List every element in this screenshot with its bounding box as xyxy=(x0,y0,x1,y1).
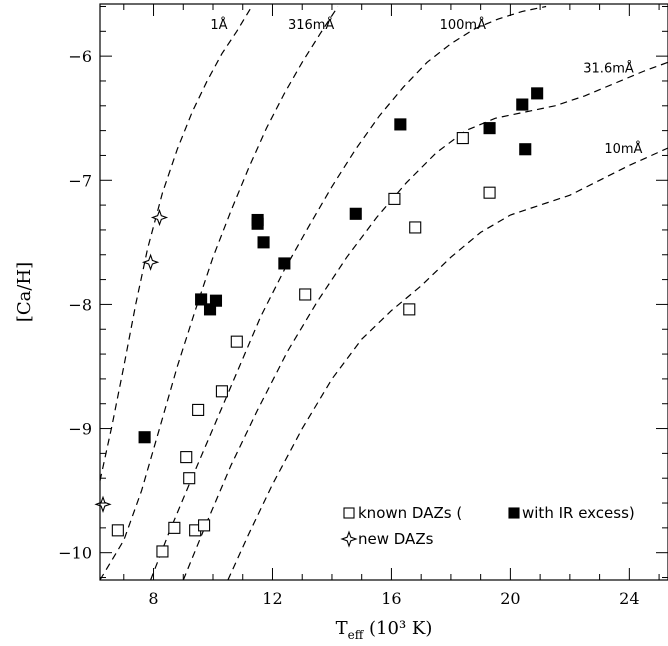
curve-4 xyxy=(227,147,668,581)
ir-excess-point xyxy=(138,431,151,444)
ir-excess-point xyxy=(251,217,264,230)
known-daz-point xyxy=(168,521,181,534)
legend: known DAZs ( with IR excess) new DAZs xyxy=(340,504,635,548)
curve-label-3: 31.6mÅ xyxy=(583,60,634,76)
known-daz-point xyxy=(388,192,401,205)
known-daz-point xyxy=(156,545,169,558)
curve-label-4: 10mÅ xyxy=(604,141,642,157)
new-daz-point xyxy=(150,208,169,227)
legend-new-marker xyxy=(340,530,358,548)
curve-label-1: 316mÅ xyxy=(288,17,334,33)
ir-excess-point xyxy=(209,294,223,307)
legend-known-marker xyxy=(343,507,355,519)
ir-excess-point xyxy=(519,143,532,156)
curve-3 xyxy=(182,61,668,581)
known-daz-point xyxy=(215,385,228,398)
new-daz-point xyxy=(141,253,160,271)
ir-excess-point xyxy=(483,122,496,135)
data-markers xyxy=(94,87,544,558)
curve-labels: 1Å 316mÅ 100mÅ 31.6mÅ 10mÅ xyxy=(210,17,642,157)
legend-new-label: new DAZs xyxy=(358,530,434,548)
known-daz-point xyxy=(456,132,469,145)
known-daz-point xyxy=(111,524,124,537)
known-daz-point xyxy=(230,335,243,348)
ir-excess-point xyxy=(278,257,291,270)
x-tick-label: 24 xyxy=(619,589,639,608)
plot-frame xyxy=(99,3,668,581)
y-tick-label: −6 xyxy=(68,47,92,66)
equivalent-width-curves xyxy=(99,5,668,581)
x-tick-label: 8 xyxy=(148,589,158,608)
ir-excess-point xyxy=(349,207,362,220)
curve-1 xyxy=(99,6,339,581)
legend-ir-label: with IR excess) xyxy=(522,504,635,522)
ir-excess-point xyxy=(195,293,208,306)
y-tick-label: −10 xyxy=(58,544,92,563)
curve-label-0: 1Å xyxy=(210,17,227,33)
known-daz-point xyxy=(180,451,193,464)
axis-titles: Teff (10³ K) [Ca/H] xyxy=(14,262,432,642)
curve-0 xyxy=(99,6,253,481)
y-tick-label: −9 xyxy=(68,420,92,439)
known-daz-point xyxy=(299,288,312,301)
ir-excess-point xyxy=(531,87,544,100)
y-axis-title: [Ca/H] xyxy=(14,262,35,322)
known-daz-point xyxy=(198,519,211,532)
known-daz-point xyxy=(192,403,205,416)
x-tick-label: 16 xyxy=(381,589,401,608)
known-daz-point xyxy=(403,303,416,316)
legend-known-label: known DAZs ( xyxy=(358,504,462,522)
curve-2 xyxy=(150,5,547,581)
y-tick-label: −8 xyxy=(68,295,92,314)
ir-excess-point xyxy=(257,236,270,249)
new-daz-point xyxy=(94,495,112,513)
axes: 8 12 16 20 24 −10 −9 −8 −7 −6 xyxy=(58,3,668,608)
curve-label-2: 100mÅ xyxy=(440,17,486,33)
known-daz-point xyxy=(483,186,496,199)
x-axis-title: Teff (10³ K) xyxy=(336,618,433,642)
ir-excess-point xyxy=(394,118,407,131)
known-daz-point xyxy=(409,221,422,234)
ir-excess-point xyxy=(516,98,529,111)
known-daz-point xyxy=(183,472,196,485)
legend-ir-marker xyxy=(508,507,520,519)
x-tick-label: 20 xyxy=(500,589,520,608)
x-tick-label: 12 xyxy=(262,589,282,608)
y-tick-label: −7 xyxy=(68,171,92,190)
